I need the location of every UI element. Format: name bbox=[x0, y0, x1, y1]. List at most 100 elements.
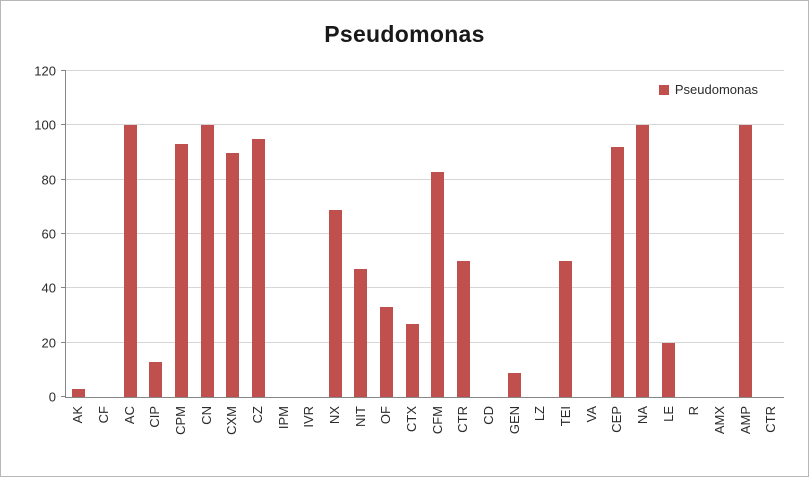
y-tick-label: 60 bbox=[41, 226, 56, 242]
x-tick-label: CTR bbox=[455, 406, 471, 433]
bar-AMP bbox=[738, 125, 752, 397]
x-tick-label: CEP bbox=[609, 406, 625, 433]
x-tick-slot: AMP bbox=[732, 400, 758, 470]
bar-NX bbox=[328, 209, 342, 397]
x-tick-slot: LZ bbox=[527, 400, 553, 470]
y-tick-label: 100 bbox=[34, 117, 56, 133]
x-tick-label: VA bbox=[583, 406, 599, 423]
x-tick-label: NIT bbox=[352, 406, 368, 427]
gridline bbox=[66, 341, 784, 343]
x-tick-label: NA bbox=[635, 406, 651, 425]
x-tick-slot: CTR bbox=[758, 400, 784, 470]
bar-slot bbox=[271, 71, 297, 397]
bar-slot bbox=[245, 71, 271, 397]
x-tick-slot: CF bbox=[91, 400, 117, 470]
bar-slot bbox=[66, 71, 92, 397]
y-tickmark bbox=[61, 178, 66, 180]
bar-slot bbox=[579, 71, 605, 397]
bar-slot bbox=[758, 71, 784, 397]
x-tick-label: CXM bbox=[224, 406, 240, 435]
x-tick-label: LZ bbox=[532, 406, 548, 422]
bar-CTX bbox=[405, 323, 419, 397]
bar-slot bbox=[117, 71, 143, 397]
x-tick-label: IPM bbox=[275, 406, 291, 430]
x-tick-slot: NIT bbox=[347, 400, 373, 470]
bar-slot bbox=[630, 71, 656, 397]
x-tick-slot: CTR bbox=[450, 400, 476, 470]
y-tickmark bbox=[61, 124, 66, 126]
bar-slot bbox=[707, 71, 733, 397]
x-tick-slot: CTX bbox=[399, 400, 425, 470]
x-tick-slot: CEP bbox=[604, 400, 630, 470]
x-tick-label: CF bbox=[96, 406, 111, 424]
bar-slot bbox=[656, 71, 682, 397]
x-tick-slot: LE bbox=[655, 400, 681, 470]
x-tick-slot: GEN bbox=[501, 400, 527, 470]
bar-slot bbox=[92, 71, 118, 397]
legend-swatch bbox=[658, 84, 669, 95]
y-tick-label: 40 bbox=[41, 280, 56, 296]
bar-CEP bbox=[610, 147, 624, 397]
bar-TEI bbox=[559, 261, 573, 397]
x-tick-slot: TEI bbox=[553, 400, 579, 470]
bars-container bbox=[66, 71, 784, 397]
bar-NA bbox=[636, 125, 650, 397]
bar-slot bbox=[322, 71, 348, 397]
x-tick-label: CTR bbox=[763, 406, 779, 433]
y-tickmark bbox=[61, 341, 66, 343]
y-tick-label: 20 bbox=[41, 335, 56, 351]
bar-GEN bbox=[508, 372, 522, 397]
x-tick-slot: CXM bbox=[219, 400, 245, 470]
y-tickmark bbox=[61, 233, 66, 234]
legend-label: Pseudomonas bbox=[674, 82, 758, 97]
bar-slot bbox=[476, 71, 502, 397]
gridline bbox=[66, 287, 784, 289]
bar-CTR bbox=[456, 261, 470, 397]
bar-slot bbox=[169, 71, 195, 397]
bar-CPM bbox=[174, 144, 188, 397]
bar-CFM bbox=[431, 171, 445, 397]
x-tick-label: CD bbox=[481, 406, 497, 425]
bar-CN bbox=[200, 125, 214, 397]
x-tick-label: AC bbox=[121, 406, 137, 425]
x-tick-slot: CD bbox=[476, 400, 502, 470]
bar-LE bbox=[662, 342, 676, 397]
gridline bbox=[66, 124, 784, 126]
x-tick-slot: VA bbox=[578, 400, 604, 470]
x-tick-label: CPM bbox=[173, 406, 189, 435]
gridline bbox=[66, 233, 784, 234]
x-tick-slot: OF bbox=[373, 400, 399, 470]
x-tick-slot: CZ bbox=[245, 400, 271, 470]
y-tickmark bbox=[61, 287, 66, 289]
x-tick-slot: CIP bbox=[142, 400, 168, 470]
x-tick-label: OF bbox=[378, 406, 394, 425]
x-tick-label: IVR bbox=[301, 406, 317, 428]
x-tick-label: AMX bbox=[712, 406, 728, 435]
bar-slot bbox=[194, 71, 220, 397]
bar-slot bbox=[425, 71, 451, 397]
x-tick-label: NX bbox=[327, 406, 343, 425]
bar-slot bbox=[553, 71, 579, 397]
y-tickmark bbox=[61, 70, 66, 71]
bar-slot bbox=[297, 71, 323, 397]
x-tick-label: CFM bbox=[429, 406, 445, 435]
x-tick-slot: AC bbox=[116, 400, 142, 470]
x-tick-label: GEN bbox=[506, 406, 522, 435]
y-tickmark bbox=[61, 396, 66, 397]
bar-slot bbox=[374, 71, 400, 397]
bar-slot bbox=[502, 71, 528, 397]
x-tick-slot: IPM bbox=[270, 400, 296, 470]
x-tick-label: TEI bbox=[558, 406, 574, 427]
x-tick-slot: CPM bbox=[168, 400, 194, 470]
bar-AC bbox=[123, 125, 137, 397]
x-tick-label: CIP bbox=[147, 406, 163, 428]
y-tick-label: 120 bbox=[34, 63, 56, 79]
x-tick-label: AMP bbox=[737, 406, 753, 435]
x-tick-label: AK bbox=[70, 406, 86, 424]
x-axis: AK CF AC CIP CPM CN CXM CZ IPM IVR NX NIT OF CTX CFM CT… bbox=[65, 400, 784, 470]
y-tick-label: 0 bbox=[48, 389, 56, 405]
x-tick-slot: NA bbox=[630, 400, 656, 470]
gridline bbox=[66, 70, 784, 71]
bar-CXM bbox=[226, 152, 240, 397]
